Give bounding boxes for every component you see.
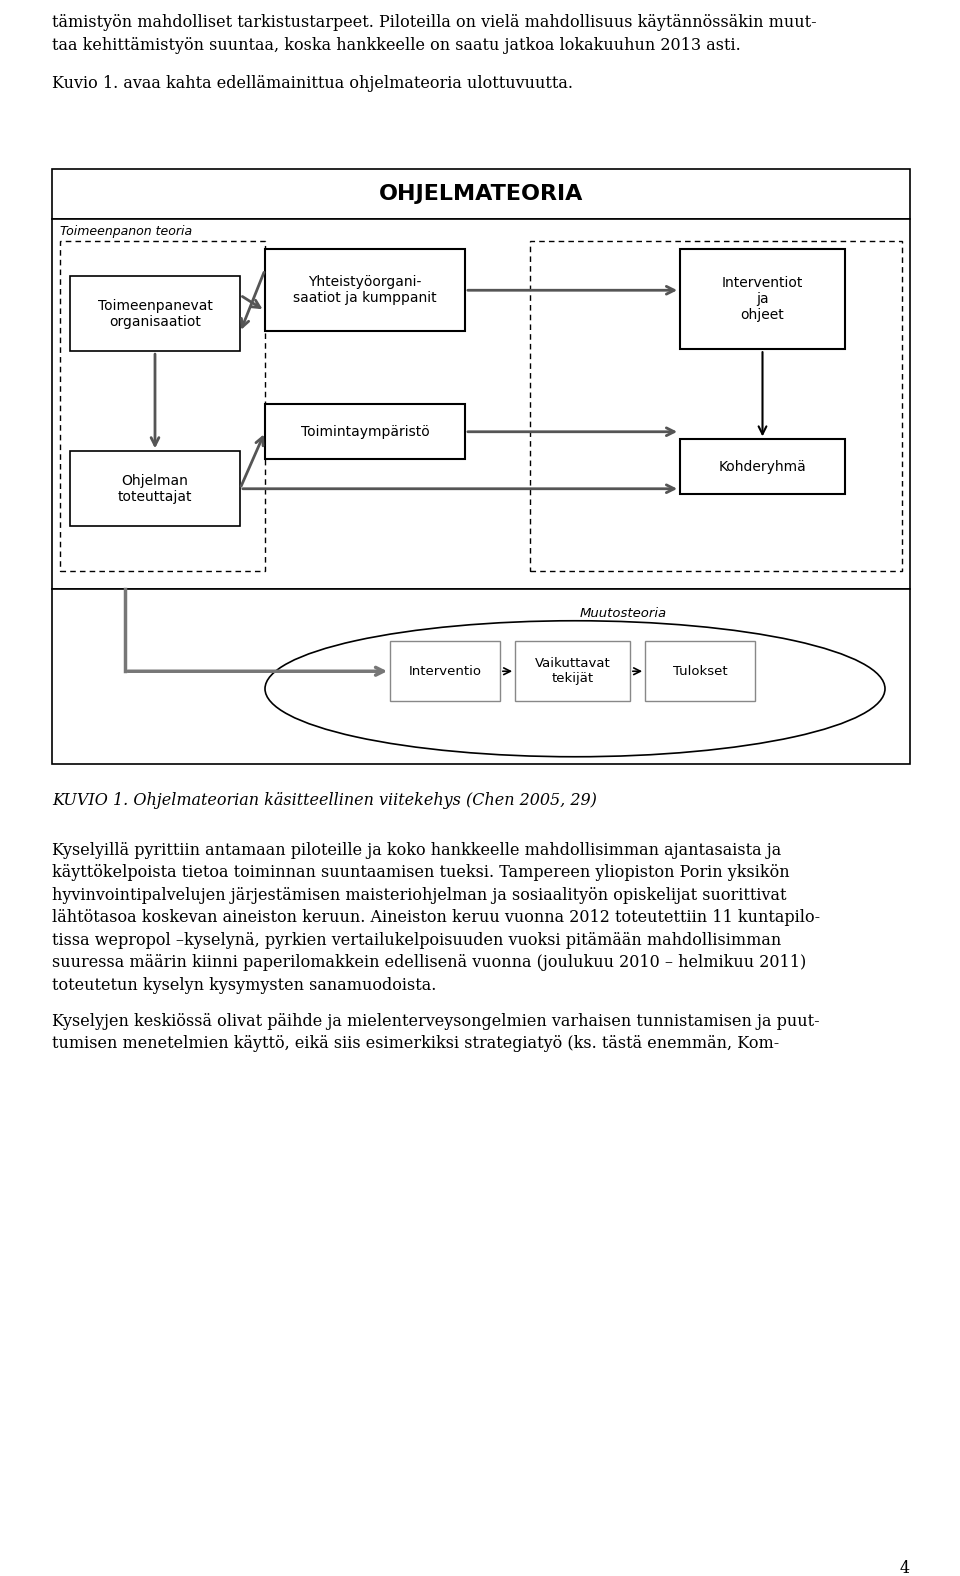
Text: OHJELMATEORIA: OHJELMATEORIA xyxy=(379,184,583,205)
Text: Toimintaympäristö: Toimintaympäristö xyxy=(300,426,429,438)
Text: Interventiot
ja
ohjeet: Interventiot ja ohjeet xyxy=(722,276,804,323)
Bar xyxy=(70,451,240,526)
Text: Kyselyillä pyrittiin antamaan piloteille ja koko hankkeelle mahdollisimman ajant: Kyselyillä pyrittiin antamaan piloteille… xyxy=(52,842,781,859)
Bar xyxy=(52,589,910,764)
Bar xyxy=(645,641,755,701)
Bar xyxy=(680,249,845,350)
Text: Muutosteoria: Muutosteoria xyxy=(580,607,667,621)
Text: Ohjelman
toteuttajat: Ohjelman toteuttajat xyxy=(118,474,192,504)
Bar xyxy=(70,276,240,351)
Text: Yhteistyöorgani-
saatiot ja kumppanit: Yhteistyöorgani- saatiot ja kumppanit xyxy=(293,276,437,306)
Text: Interventio: Interventio xyxy=(409,665,482,678)
Text: Vaikuttavat
tekijät: Vaikuttavat tekijät xyxy=(535,657,611,686)
Bar xyxy=(52,219,910,589)
Bar xyxy=(265,405,465,459)
Text: käyttökelpoista tietoa toiminnan suuntaamisen tueksi. Tampereen yliopiston Porin: käyttökelpoista tietoa toiminnan suuntaa… xyxy=(52,864,790,881)
Text: Kuvio 1. avaa kahta edellämainittua ohjelmateoria ulottuvuutta.: Kuvio 1. avaa kahta edellämainittua ohje… xyxy=(52,74,573,91)
Text: Toimeenpanevat
organisaatiot: Toimeenpanevat organisaatiot xyxy=(98,298,212,329)
Text: tumisen menetelmien käyttö, eikä siis esimerkiksi strategiatyö (ks. tästä enemmä: tumisen menetelmien käyttö, eikä siis es… xyxy=(52,1035,780,1053)
Text: hyvinvointipalvelujen järjestämisen maisteriohjelman ja sosiaalityön opiskelijat: hyvinvointipalvelujen järjestämisen mais… xyxy=(52,887,786,903)
Text: lähtötasoa koskevan aineiston keruun. Aineiston keruu vuonna 2012 toteutettiin 1: lähtötasoa koskevan aineiston keruun. Ai… xyxy=(52,909,820,927)
Text: toteutetun kyselyn kysymysten sanamuodoista.: toteutetun kyselyn kysymysten sanamuodoi… xyxy=(52,977,437,994)
Text: Kyselyjen keskiössä olivat päihde ja mielenterveysongelmien varhaisen tunnistami: Kyselyjen keskiössä olivat päihde ja mie… xyxy=(52,1013,820,1029)
Bar xyxy=(60,241,265,571)
Bar xyxy=(390,641,500,701)
Text: taa kehittämistyön suuntaa, koska hankkeelle on saatu jatkoa lokakuuhun 2013 ast: taa kehittämistyön suuntaa, koska hankke… xyxy=(52,36,741,54)
Text: Toimeenpanon teoria: Toimeenpanon teoria xyxy=(60,225,192,238)
Text: Tulokset: Tulokset xyxy=(673,665,728,678)
Ellipse shape xyxy=(265,621,885,756)
Text: KUVIO 1. Ohjelmateorian käsitteellinen viitekehys (Chen 2005, 29): KUVIO 1. Ohjelmateorian käsitteellinen v… xyxy=(52,793,597,808)
Text: 4: 4 xyxy=(900,1560,910,1576)
Bar xyxy=(52,169,910,219)
Text: tissa wepropol –kyselynä, pyrkien vertailukelpoisuuden vuoksi pitämään mahdollis: tissa wepropol –kyselynä, pyrkien vertai… xyxy=(52,931,781,949)
Text: Kohderyhmä: Kohderyhmä xyxy=(719,460,806,474)
Text: suuressa määrin kiinni paperilomakkein edellisenä vuonna (joulukuu 2010 – helmik: suuressa määrin kiinni paperilomakkein e… xyxy=(52,953,806,971)
Bar xyxy=(680,440,845,495)
Bar xyxy=(515,641,630,701)
Bar xyxy=(265,249,465,331)
Text: tämistyön mahdolliset tarkistustarpeet. Piloteilla on vielä mahdollisuus käytänn: tämistyön mahdolliset tarkistustarpeet. … xyxy=(52,14,817,32)
Bar xyxy=(530,241,902,571)
